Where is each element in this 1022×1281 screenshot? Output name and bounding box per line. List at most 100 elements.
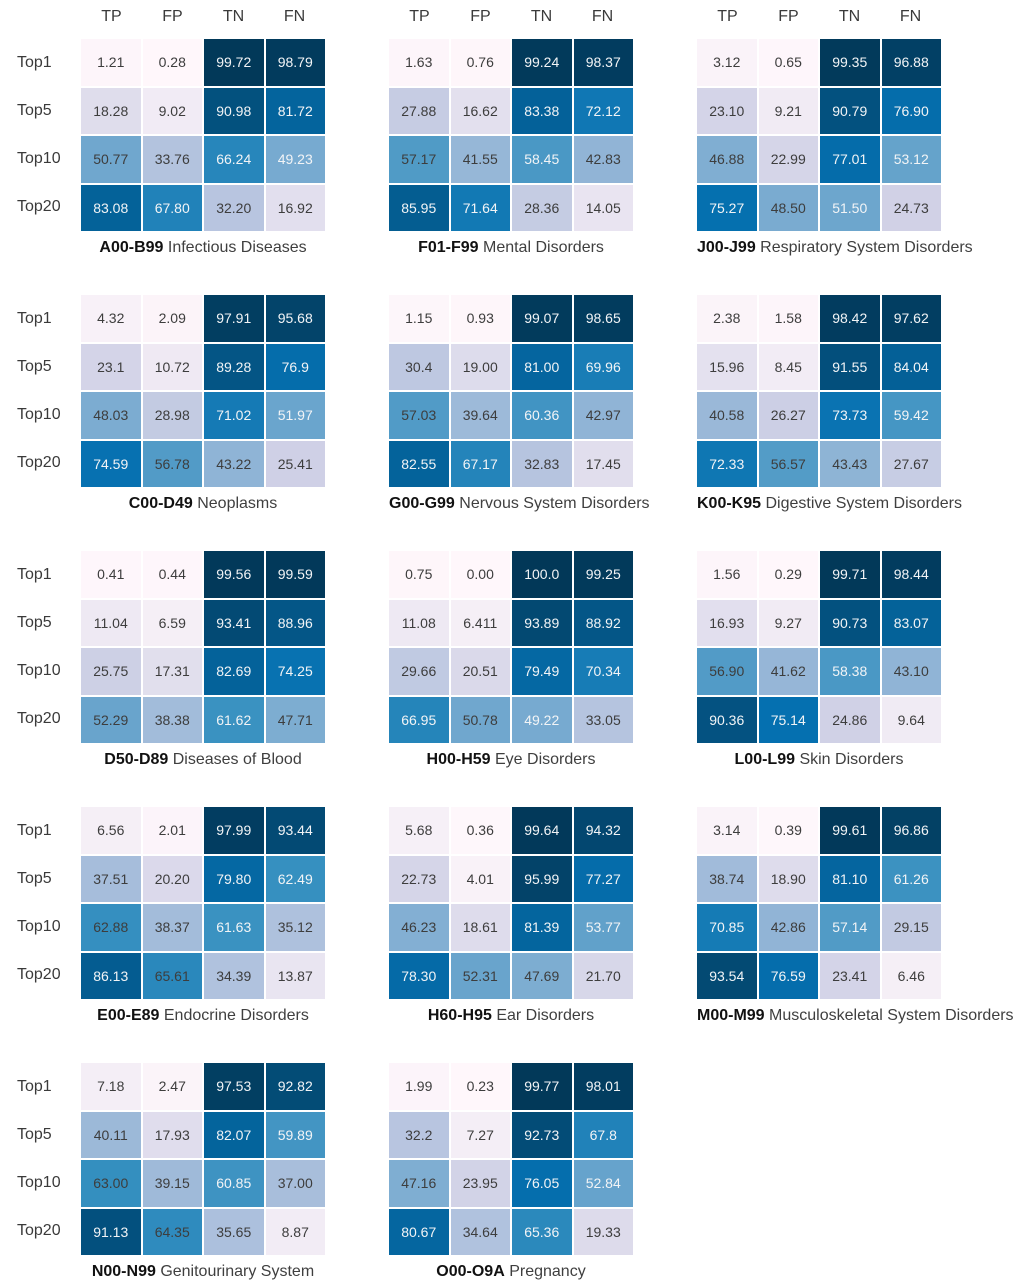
heatmap-grid: 0.75 0.00 100.0 99.25 11.08 6.411 93.89 88.92 29… xyxy=(389,551,633,743)
caption-name: Musculoskeletal System Disorders xyxy=(769,1007,1014,1024)
cell-value: 9.21 xyxy=(774,102,802,119)
cell-value: 51.50 xyxy=(832,199,868,216)
heatmap-cell: 46.88 xyxy=(697,136,757,183)
cell-value: 18.90 xyxy=(770,870,806,887)
cell-value: 46.23 xyxy=(401,919,437,936)
cell-value: 99.07 xyxy=(524,310,560,327)
cell-value: 49.23 xyxy=(277,151,313,168)
heatmap-cell: 38.37 xyxy=(142,904,202,951)
cell-value: 6.59 xyxy=(158,614,186,631)
heatmap-cell: 96.86 xyxy=(881,807,941,854)
cell-value: 46.88 xyxy=(709,151,745,168)
caption-code: G00-G99 xyxy=(389,495,455,512)
cell-value: 1.58 xyxy=(774,310,802,327)
cell-value: 47.16 xyxy=(401,1175,437,1192)
cell-value: 52.84 xyxy=(585,1175,621,1192)
cell-value: 16.62 xyxy=(462,102,498,119)
heatmap-cell: 69.96 xyxy=(573,343,633,390)
heatmap-cell: 65.36 xyxy=(512,1208,572,1255)
cell-value: 8.87 xyxy=(281,1223,309,1240)
caption-name: Genitourinary System xyxy=(160,1263,315,1280)
cell-value: 27.67 xyxy=(893,455,929,472)
heatmap-cell: 57.14 xyxy=(820,904,880,951)
heatmap-cell: 57.03 xyxy=(389,392,449,439)
heatmap-grid: 0.41 0.44 99.56 99.59 11.04 6.59 93.41 88.96 25.… xyxy=(81,551,325,743)
heatmap-cell: 56.78 xyxy=(142,440,202,487)
heatmap-cell: 25.41 xyxy=(265,440,325,487)
caption-code: E00-E89 xyxy=(97,1007,160,1024)
caption-name: Endocrine Disorders xyxy=(163,1007,309,1024)
heatmap-cell: 14.05 xyxy=(573,184,633,231)
cell-value: 90.98 xyxy=(216,102,252,119)
cell-value: 52.31 xyxy=(462,967,498,984)
cell-value: 24.86 xyxy=(832,711,868,728)
caption-code: L00-L99 xyxy=(734,751,795,768)
heatmap-grid: 4.32 2.09 97.91 95.68 23.1 10.72 89.28 76.9 48.0… xyxy=(81,295,325,487)
heatmap-cell: 26.27 xyxy=(758,392,818,439)
heatmap-cell: 9.02 xyxy=(142,87,202,134)
row-label-top5: Top5 xyxy=(17,870,52,887)
cell-value: 83.38 xyxy=(524,102,560,119)
row-label-top1: Top1 xyxy=(17,310,52,327)
cell-value: 33.76 xyxy=(154,151,190,168)
heatmap-cell: 99.77 xyxy=(512,1063,572,1110)
heatmap-cell: 99.64 xyxy=(512,807,572,854)
heatmap-cell: 34.64 xyxy=(450,1208,510,1255)
cell-value: 83.07 xyxy=(893,614,929,631)
cell-value: 89.28 xyxy=(216,358,252,375)
cell-value: 61.63 xyxy=(216,919,252,936)
cell-value: 98.79 xyxy=(277,54,313,71)
caption-code: J00-J99 xyxy=(697,239,756,256)
heatmap-cell: 22.99 xyxy=(758,136,818,183)
cell-value: 100.0 xyxy=(524,566,560,583)
heatmap-cell: 74.59 xyxy=(81,440,141,487)
heatmap-table-e00-e89: Top1 Top5 Top10 Top20 6.56 2.01 97.99 93.44 37.5… xyxy=(17,807,325,1025)
heatmap-cell: 93.54 xyxy=(697,952,757,999)
heatmap-cell: 6.56 xyxy=(81,807,141,854)
heatmap-table-h00-h59: 0.75 0.00 100.0 99.25 11.08 6.411 93.89 88.92 29… xyxy=(389,551,633,769)
cell-value: 99.25 xyxy=(585,566,621,583)
cell-value: 76.05 xyxy=(524,1175,560,1192)
heatmap-cell: 71.64 xyxy=(450,184,510,231)
cell-value: 97.62 xyxy=(893,310,929,327)
cell-value: 0.76 xyxy=(466,54,494,71)
cell-value: 48.50 xyxy=(770,199,806,216)
row-label-top1: Top1 xyxy=(17,54,52,71)
heatmap-cell: 37.51 xyxy=(81,855,141,902)
column-header-fp: FP xyxy=(162,8,183,25)
cell-value: 91.13 xyxy=(93,1223,129,1240)
cell-value: 81.72 xyxy=(277,102,313,119)
cell-value: 80.67 xyxy=(401,1223,437,1240)
heatmap-cell: 35.12 xyxy=(265,904,325,951)
cell-value: 20.20 xyxy=(154,870,190,887)
cell-value: 17.45 xyxy=(585,455,621,472)
cell-value: 40.11 xyxy=(93,1126,128,1143)
cell-value: 0.41 xyxy=(97,566,125,583)
heatmap-cell: 91.55 xyxy=(820,343,880,390)
cell-value: 23.10 xyxy=(709,102,745,119)
heatmap-table-f01-f99: TP FP TN FN 1.63 0.76 99.24 98.37 27.88 16.62 83.3… xyxy=(389,6,633,257)
cell-value: 90.36 xyxy=(709,711,745,728)
cell-value: 6.56 xyxy=(97,822,125,839)
cell-value: 67.80 xyxy=(154,199,190,216)
cell-value: 61.62 xyxy=(216,711,252,728)
cell-value: 0.44 xyxy=(158,566,186,583)
heatmap-cell: 22.73 xyxy=(389,855,449,902)
column-header-fn: FN xyxy=(283,8,306,25)
heatmap-cell: 62.88 xyxy=(81,904,141,951)
heatmap-cell: 95.99 xyxy=(512,855,572,902)
heatmap-cell: 53.77 xyxy=(573,904,633,951)
table-caption: A00-B99 Infectious Diseases xyxy=(81,239,325,257)
heatmap-cell: 18.90 xyxy=(758,855,818,902)
heatmap-cell: 51.50 xyxy=(820,184,880,231)
column-header-fn: FN xyxy=(591,8,614,25)
heatmap-cell: 28.98 xyxy=(142,392,202,439)
heatmap-cell: 4.32 xyxy=(81,295,141,342)
heatmap-cell: 84.04 xyxy=(881,343,941,390)
cell-value: 41.62 xyxy=(770,663,806,680)
figure-row: Top1 Top5 Top10 Top20 7.18 2.47 97.53 92.82 40.1… xyxy=(17,1063,1022,1281)
cell-value: 29.15 xyxy=(893,919,929,936)
cell-value: 32.83 xyxy=(524,455,560,472)
caption-code: H00-H59 xyxy=(426,751,491,768)
cell-value: 34.64 xyxy=(462,1223,498,1240)
